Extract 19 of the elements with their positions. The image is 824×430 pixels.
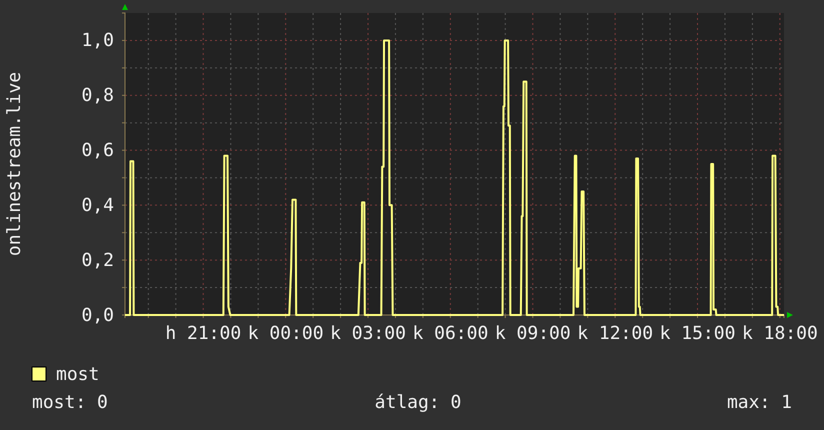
y-tick-label: 0,0 (81, 304, 114, 326)
x-tick-label: k 15:00 (660, 322, 736, 344)
text: max: 1 (726, 392, 792, 413)
y-tick-label: 0,8 (81, 85, 114, 106)
x-tick-label: k 12:00 (577, 322, 654, 344)
x-tick-label: k 18:00 (742, 322, 818, 344)
y-tick-label: 0,2 (81, 250, 114, 271)
x-tick-label: k 03:00 (330, 322, 406, 344)
y-tick-label: 0,4 (81, 194, 114, 216)
legend-label: most (56, 364, 100, 385)
y-tick-label: 0,6 (81, 140, 114, 162)
y-axis-title: onlinestream.live (4, 72, 25, 256)
y-tick-label: 1,0 (81, 30, 114, 52)
text: átlag: 0 (374, 392, 462, 413)
text: most: 0 (32, 392, 108, 413)
x-tick-label: k 00:00 (248, 322, 324, 344)
x-tick-label: h 21:00 (165, 322, 242, 344)
x-tick-label: k 09:00 (494, 322, 571, 344)
x-tick-label: k 06:00 (412, 322, 488, 344)
